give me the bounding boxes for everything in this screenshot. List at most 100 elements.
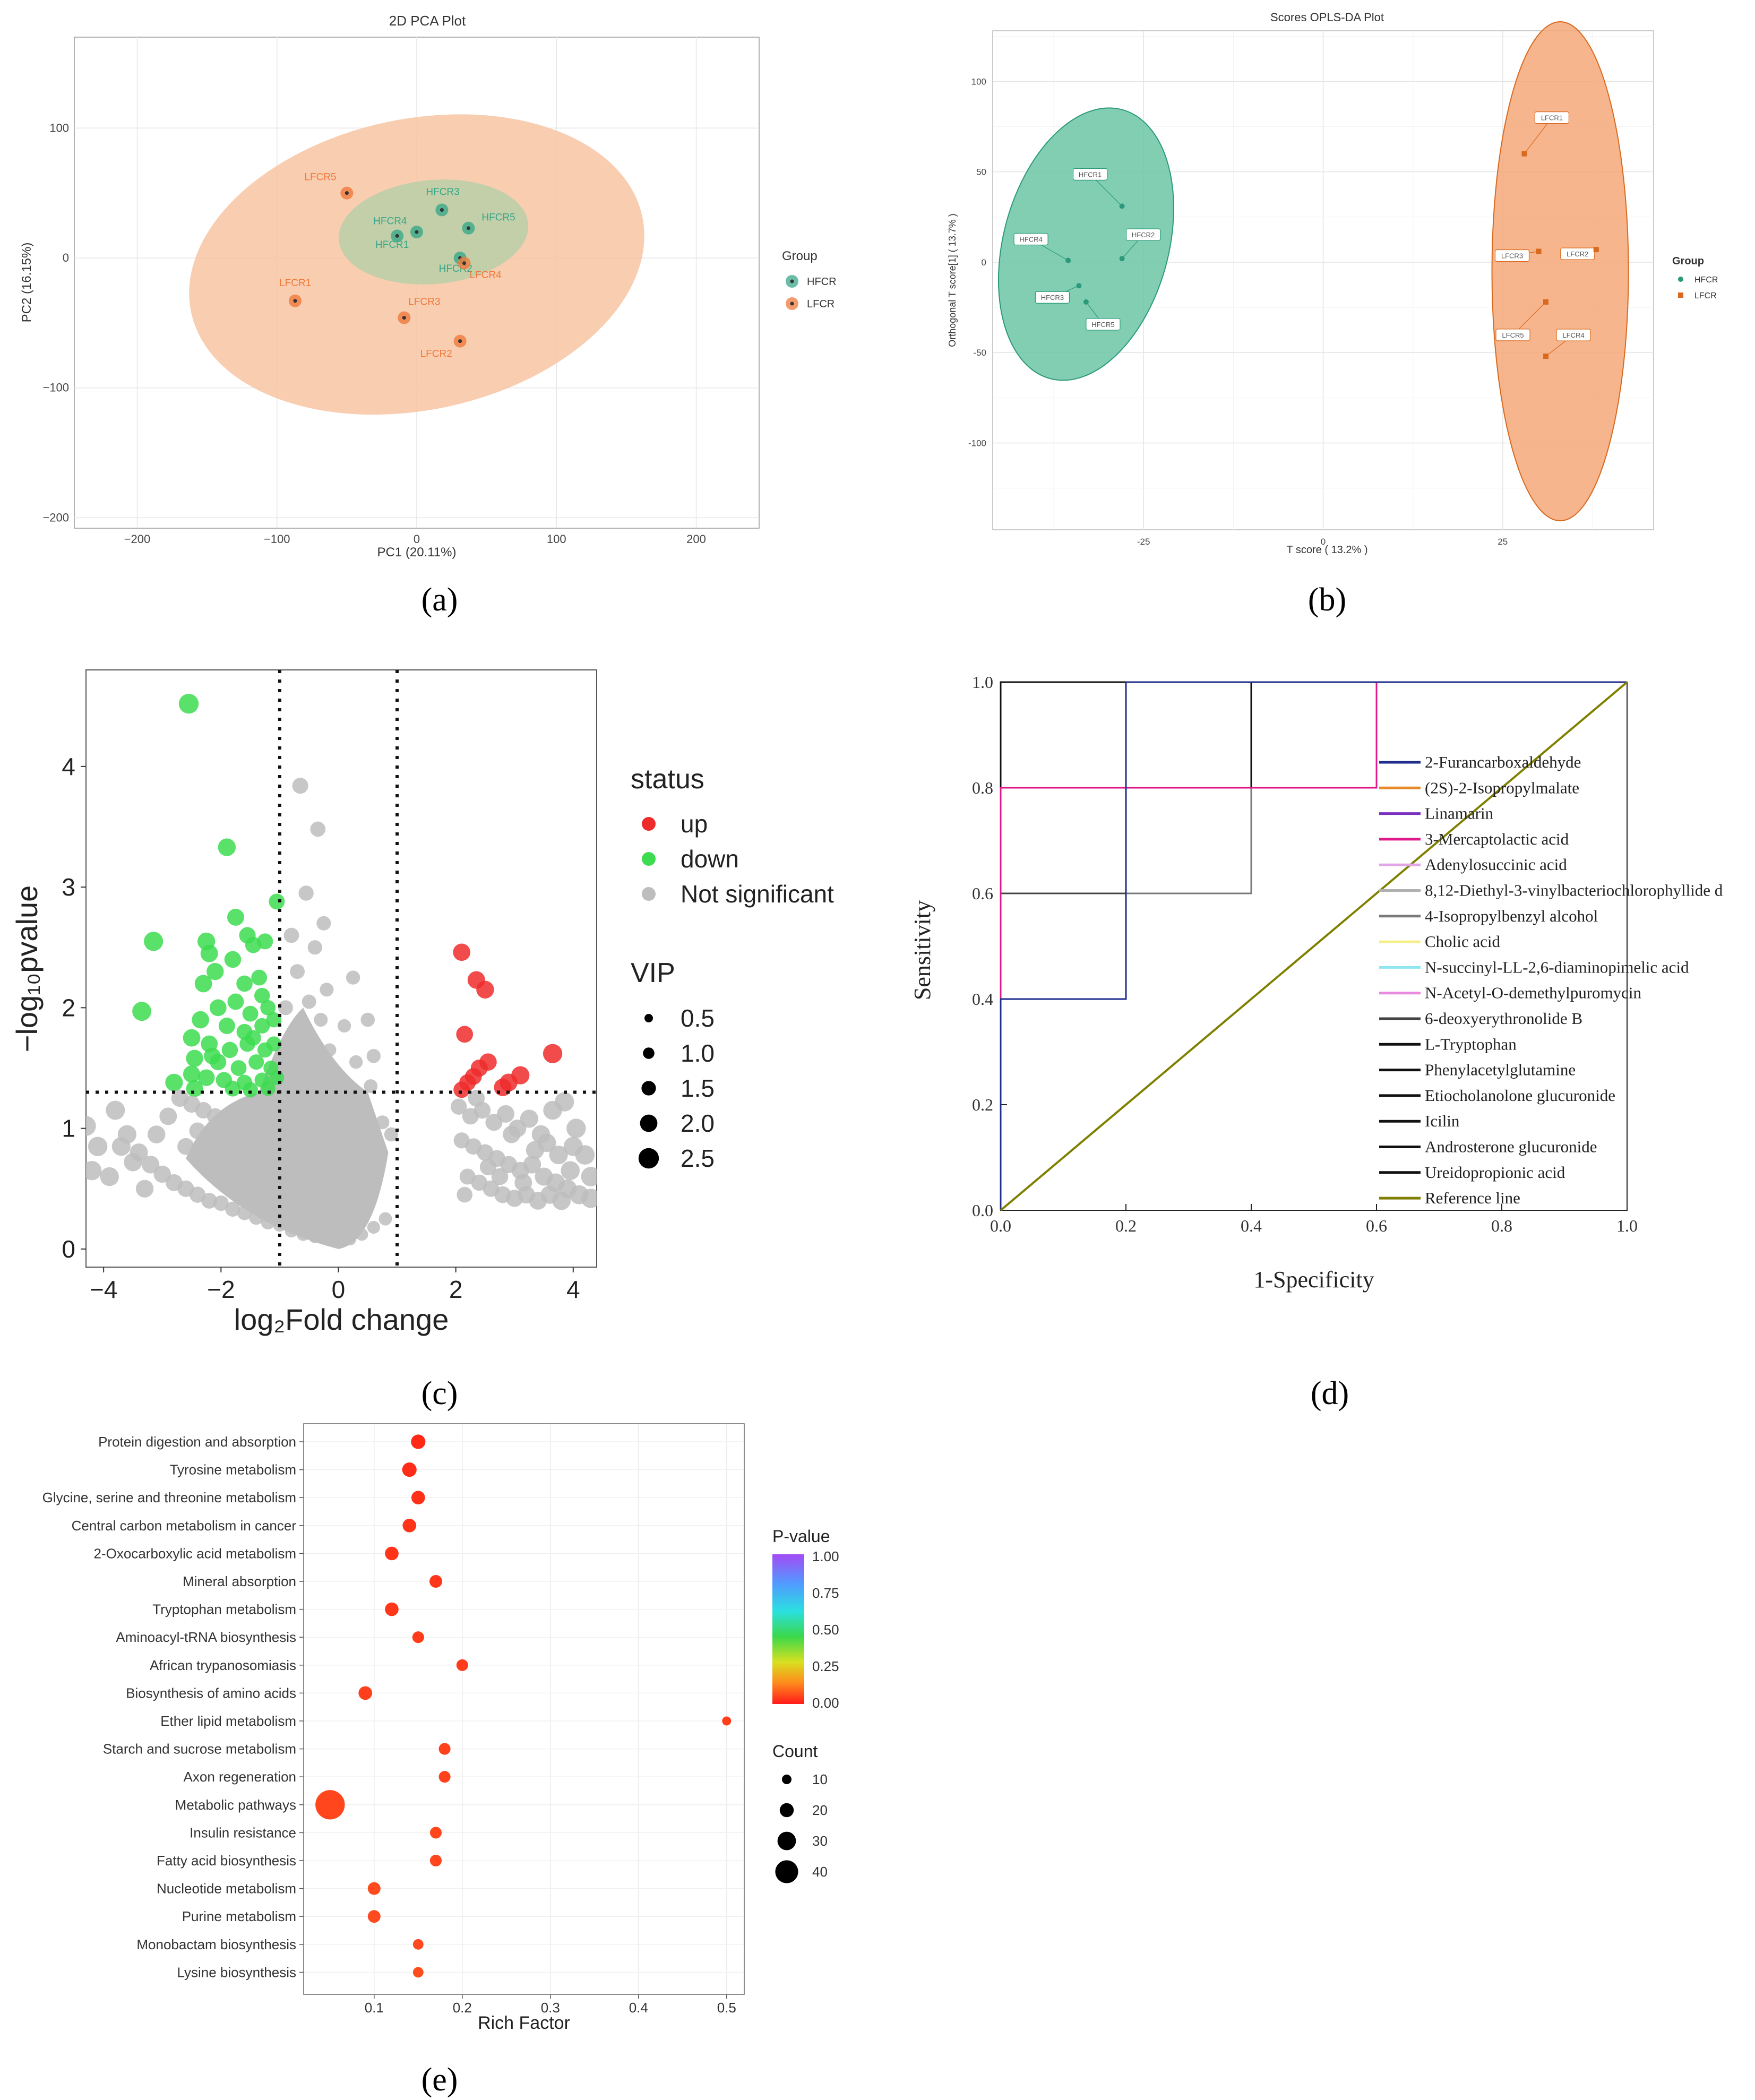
volcano-point-not-significant bbox=[296, 1182, 310, 1195]
volcano-point-not-significant bbox=[563, 1137, 583, 1156]
kegg-x-tick: 0.3 bbox=[541, 2000, 560, 2016]
volcano-point-down bbox=[257, 933, 273, 950]
volcano-point-not-significant bbox=[302, 1133, 316, 1147]
volcano-point-not-significant bbox=[302, 994, 316, 1009]
kegg-count-label: 20 bbox=[812, 1802, 828, 1818]
volcano-point-not-significant bbox=[479, 1158, 497, 1175]
volcano-point-not-significant bbox=[88, 1137, 108, 1156]
opls-point bbox=[1543, 299, 1549, 305]
volcano-point-not-significant bbox=[297, 1228, 310, 1241]
volcano-point-down bbox=[224, 951, 242, 968]
pca-points: HFCR3HFCR4HFCR1HFCR5HFCR2LFCR5LFCR4LFCR1… bbox=[279, 172, 515, 360]
opls-label-box bbox=[1125, 228, 1161, 241]
kegg-bubble bbox=[456, 1659, 468, 1671]
volcano-vip-label: 0.5 bbox=[681, 1004, 715, 1032]
volcano-point-not-significant bbox=[272, 1091, 287, 1106]
roc-legend-label: L-Tryptophan bbox=[1425, 1035, 1517, 1053]
volcano-status-label: up bbox=[681, 810, 708, 838]
kegg-pathway-label: Metabolic pathways bbox=[175, 1797, 296, 1813]
kegg-pathway-label: Monobactam biosynthesis bbox=[136, 1937, 296, 1952]
roc-ticks: 0.0 0.2 0.4 0.6 0.8 1.0 0.0 0.2 0.4 0.6 0.8 1.0 bbox=[972, 673, 1638, 1235]
volcano-points bbox=[86, 693, 597, 1249]
volcano-point-not-significant bbox=[514, 1174, 532, 1192]
roc-x-tick: 0.6 bbox=[1366, 1216, 1387, 1235]
pca-point-center bbox=[415, 230, 419, 234]
kegg-bubble bbox=[367, 1910, 381, 1923]
volcano-point-not-significant bbox=[320, 1109, 333, 1123]
volcano-point-not-significant bbox=[323, 1043, 337, 1057]
pca-y-tick: −100 bbox=[42, 381, 69, 394]
volcano-vip-swatch bbox=[641, 1081, 656, 1096]
volcano-point-not-significant bbox=[337, 1019, 351, 1033]
volcano-point-not-significant bbox=[272, 1175, 287, 1190]
kegg-pathway-label: Protein digestion and absorption bbox=[98, 1434, 296, 1450]
volcano-point-not-significant bbox=[520, 1109, 538, 1128]
volcano-point-not-significant bbox=[86, 1160, 102, 1181]
roc-line-17 bbox=[1000, 681, 1628, 1211]
opls-legend-items: HFCR LFCR bbox=[1678, 276, 1718, 300]
volcano-point-not-significant bbox=[296, 1030, 311, 1045]
opls-y-tick: -50 bbox=[973, 348, 986, 358]
opls-label-box bbox=[1494, 249, 1530, 262]
volcano-point-down bbox=[243, 1082, 259, 1098]
roc-legend-label: Etiocholanolone glucuronide bbox=[1425, 1086, 1615, 1105]
volcano-point-not-significant bbox=[378, 1212, 392, 1226]
opls-label-box bbox=[1560, 247, 1595, 260]
volcano-y-label: −log₁₀pvalue bbox=[10, 885, 44, 1053]
volcano-point-down bbox=[236, 975, 253, 992]
volcano-point-not-significant bbox=[237, 1139, 252, 1154]
kegg-count-legend: Count 10 20 30 40 bbox=[772, 1742, 828, 1883]
volcano-point-not-significant bbox=[491, 1168, 509, 1185]
kegg-bubble bbox=[385, 1602, 399, 1616]
volcano-point-not-significant bbox=[213, 1195, 229, 1211]
volcano-point-not-significant bbox=[314, 1013, 328, 1027]
volcano-point-not-significant bbox=[117, 1125, 136, 1144]
volcano-point-not-significant bbox=[314, 1207, 328, 1219]
pca-point-label: LFCR5 bbox=[304, 172, 336, 183]
volcano-thresholds bbox=[86, 670, 597, 1267]
panel-a: 2D PCA Plot HFCR3HFCR4HFCR1HFCR5HFCR2LFC… bbox=[20, 13, 837, 618]
opls-label-box bbox=[1495, 329, 1530, 341]
pca-point-label: LFCR4 bbox=[470, 270, 502, 281]
opls-x-tick: 25 bbox=[1498, 537, 1508, 547]
volcano-point-not-significant bbox=[549, 1146, 568, 1165]
volcano-point-not-significant bbox=[364, 1079, 378, 1094]
volcano-point-down bbox=[144, 932, 164, 951]
kegg-bubble bbox=[722, 1716, 732, 1726]
volcano-point-not-significant bbox=[468, 1090, 485, 1107]
pca-point-label: HFCR1 bbox=[375, 239, 409, 251]
roc-x-tick: 0.8 bbox=[1491, 1216, 1512, 1235]
pca-legend-label: HFCR bbox=[807, 276, 837, 288]
pca-ticks: −200 −100 0 100 200 −200 −100 0 100 bbox=[42, 121, 706, 546]
pca-x-tick: 0 bbox=[414, 532, 420, 546]
opls-legend: Group HFCR LFCR bbox=[1672, 255, 1718, 300]
volcano-point-down bbox=[254, 987, 270, 1004]
kegg-pathway-label: Purine metabolism bbox=[182, 1908, 296, 1924]
roc-legend-label: 2-Furancarboxaldehyde bbox=[1425, 753, 1581, 771]
opls-point-label: LFCR2 bbox=[1567, 250, 1588, 258]
kegg-pvalue-tick: 1.00 bbox=[812, 1548, 839, 1564]
opls-point-label: LFCR5 bbox=[1502, 331, 1524, 339]
kegg-ticks: 0.1 0.2 0.3 0.4 0.5 bbox=[365, 1994, 736, 2016]
volcano-point-down bbox=[183, 1065, 201, 1083]
volcano-status-label: down bbox=[681, 845, 739, 873]
roc-y-tick: 0.4 bbox=[972, 989, 993, 1009]
opls-ticks: -25 0 25 -100 -50 0 50 100 bbox=[968, 76, 1508, 547]
volcano-point-down bbox=[242, 1005, 259, 1022]
volcano-point-not-significant bbox=[189, 1186, 206, 1203]
kegg-bubble bbox=[411, 1434, 426, 1449]
opls-title: Scores OPLS-DA Plot bbox=[1270, 11, 1384, 24]
volcano-status-label: Not significant bbox=[681, 880, 834, 908]
kegg-pathway-label: Nucleotide metabolism bbox=[157, 1881, 296, 1897]
volcano-point-not-significant bbox=[307, 940, 322, 955]
panel-c: −4 −2 0 2 4 0 1 2 3 4 log₂Fold change −log₁₀pvalu… bbox=[10, 669, 834, 1412]
kegg-bubble bbox=[411, 1491, 425, 1505]
opls-point-label: HFCR1 bbox=[1079, 170, 1102, 178]
pca-point-center bbox=[440, 208, 444, 212]
volcano-point-not-significant bbox=[261, 1215, 275, 1230]
kegg-count-label: 30 bbox=[812, 1833, 828, 1849]
volcano-point-down bbox=[218, 1017, 235, 1034]
roc-x-tick: 0.0 bbox=[990, 1216, 1011, 1235]
volcano-point-not-significant bbox=[334, 1073, 348, 1087]
roc-x-tick: 0.4 bbox=[1241, 1216, 1262, 1235]
